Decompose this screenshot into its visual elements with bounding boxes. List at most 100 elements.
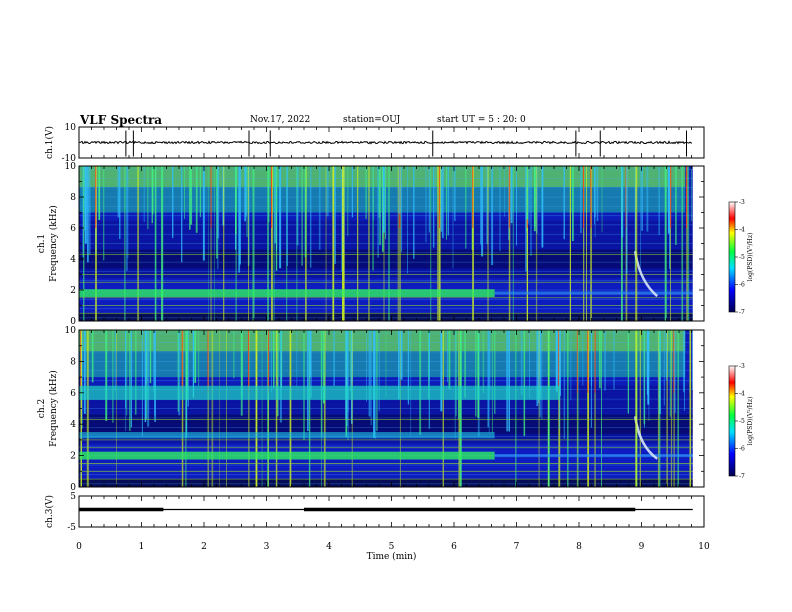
y-tick-label: 10 bbox=[65, 123, 77, 133]
ch1-spectrogram-sferic bbox=[525, 166, 527, 272]
ch1-spectrogram-noise-band bbox=[79, 220, 704, 225]
ch1-spectrogram-sferic bbox=[238, 166, 241, 273]
ch2-spectrogram-sferic bbox=[323, 330, 325, 404]
ch1-spectrogram-sferic bbox=[401, 166, 403, 252]
ch1-spectrogram-noise-band bbox=[79, 301, 704, 306]
ch1-spectrogram-sferic bbox=[452, 166, 454, 269]
ch2-spectrogram-sferic bbox=[506, 330, 508, 432]
ch1-spectrogram-sferic bbox=[304, 166, 307, 258]
ch2-spectrogram-sferic bbox=[604, 330, 606, 391]
ch1-spectrogram-sferic bbox=[274, 166, 277, 244]
ch1-spectrogram-colorbar-tick-label: -3 bbox=[739, 199, 745, 206]
ch2-spectrogram-sferic bbox=[307, 330, 309, 431]
x-tick-label: 3 bbox=[264, 542, 270, 552]
ch1-spectrogram-sferic bbox=[440, 166, 442, 232]
y-tick-label: 4 bbox=[70, 255, 76, 265]
ch2-spectrogram-sferic bbox=[147, 330, 150, 427]
ch2-spectrogram-sferic bbox=[178, 330, 181, 416]
ch1-spectrogram-blank bbox=[692, 166, 704, 321]
ch2-spectrogram-colorbar-tick-label: -7 bbox=[739, 473, 745, 480]
ch1-spectrogram-sferic bbox=[347, 166, 349, 236]
ch1-spectrogram-noise-band bbox=[79, 297, 704, 302]
ch1-spectrogram-sferic bbox=[84, 166, 87, 244]
ch2-spectrogram-sferic bbox=[508, 330, 510, 432]
ch2-spectrogram-sferic bbox=[310, 330, 312, 398]
ch1-spectrogram-sferic bbox=[572, 166, 574, 242]
ch1-spectrogram-sferic bbox=[87, 166, 89, 263]
ch1-spectrogram-colorbar-tick-label: -6 bbox=[739, 282, 745, 289]
y-tick-label: 6 bbox=[70, 224, 76, 234]
ch1-spectrogram-sferic bbox=[279, 166, 282, 269]
ch1-spectrogram-sferic bbox=[244, 166, 246, 222]
ch1-spectrogram-sferic bbox=[480, 166, 482, 245]
ch2-spectrogram-sferic bbox=[375, 330, 377, 439]
ch1-spectrogram-sferic bbox=[504, 166, 506, 217]
ch2-spectrogram-sferic bbox=[643, 330, 646, 425]
x-tick-label: 10 bbox=[698, 542, 710, 552]
ch2-spectrogram-sferic bbox=[539, 330, 541, 417]
station-label: station=OUJ bbox=[343, 115, 401, 125]
ch1-spectrogram-noise-band bbox=[79, 239, 704, 244]
ch2-spectrogram-sferic bbox=[455, 330, 457, 417]
ch1-spectrogram-sferic bbox=[151, 166, 153, 224]
ch2-spectrogram-sferic bbox=[460, 330, 462, 398]
y-tick-label: 5 bbox=[70, 492, 76, 502]
ch2-spectrogram-sferic bbox=[520, 330, 523, 395]
ch1-spectrogram-sferic bbox=[82, 166, 84, 258]
ch2-spectrogram-sferic bbox=[309, 330, 312, 378]
ch1-spectrogram-sferic bbox=[641, 166, 643, 231]
ch2-spectrogram-sferic bbox=[598, 330, 601, 389]
ch1-spectrogram-sferic bbox=[413, 166, 415, 259]
ch1-spectrogram-sferic bbox=[530, 166, 532, 256]
ch1-spectrogram-sferic bbox=[202, 166, 205, 261]
ch1-spectrogram-sferic bbox=[454, 166, 456, 222]
ch2-spectrogram-sferic bbox=[135, 330, 137, 415]
ch2-spectrogram-colorbar bbox=[728, 365, 736, 477]
ch1-spectrogram-colorbar-label: log(PSD)(V²/Hz) bbox=[747, 233, 754, 282]
ch1-spectrogram-sferic bbox=[365, 166, 367, 219]
ch1-spectrogram-sferic bbox=[286, 166, 288, 267]
start-time-label: start UT = 5 : 20: 0 bbox=[437, 115, 526, 125]
ch1-spectrogram-sferic bbox=[195, 166, 198, 233]
ch1-spectrogram-sferic bbox=[510, 166, 513, 224]
ch1-spectrogram-noise-band bbox=[79, 243, 704, 248]
ch2-spectrogram-sferic bbox=[153, 330, 155, 392]
ch2-spectrogram-sferic bbox=[126, 330, 128, 416]
ch1-spectrogram-noise-band bbox=[79, 266, 704, 271]
ch1-spectrogram-sferic bbox=[385, 166, 386, 240]
ch2-spectrogram-sferic bbox=[665, 330, 667, 381]
ch1-spectrogram-ylabel-channel: ch.1 bbox=[37, 234, 47, 253]
ch1-spectrogram-sferic bbox=[98, 166, 101, 220]
ch1-spectrogram-chorus-sferic bbox=[635, 166, 638, 321]
ch1-spectrogram-sferic bbox=[239, 166, 241, 265]
ch1-spectrogram-colorbar bbox=[728, 201, 736, 313]
ch2-spectrogram-sferic bbox=[130, 330, 132, 428]
ch2-spectrogram-noise-band bbox=[79, 463, 704, 468]
ch1-spectrogram-sferic bbox=[536, 166, 538, 234]
ch2-spectrogram-sferic bbox=[349, 330, 351, 392]
ch1-spectrogram-sferic bbox=[658, 166, 660, 235]
ch2-spectrogram-sferic bbox=[105, 330, 108, 421]
ch2-spectrogram-sferic bbox=[669, 330, 671, 417]
ch2-spectrogram-sferic bbox=[627, 330, 629, 414]
x-tick-label: 0 bbox=[76, 542, 82, 552]
ch1-spectrogram-noise-band bbox=[79, 270, 704, 275]
ch1-spectrogram-sferic bbox=[199, 166, 201, 217]
ch1-ylabel: ch.1(V) bbox=[44, 126, 55, 159]
ch1-spectrogram-sferic bbox=[147, 166, 149, 230]
ch1-spectrogram-sferic bbox=[526, 166, 529, 220]
ch2-spectrogram-ylabel-channel: ch.2 bbox=[37, 399, 47, 418]
ch2-spectrogram-sferic bbox=[296, 330, 298, 388]
ch1-spectrogram-sferic bbox=[377, 166, 379, 258]
ch2-spectrogram-noise-band bbox=[79, 459, 704, 464]
ch2-spectrogram-sferic bbox=[538, 330, 540, 403]
y-tick-label: 2 bbox=[70, 286, 76, 296]
ch2-spectrogram-sferic bbox=[270, 330, 272, 393]
ch1-spectrogram-noise-band bbox=[79, 282, 704, 287]
y-tick-label: 10 bbox=[65, 326, 77, 336]
ch2-spectrogram-sferic bbox=[487, 330, 489, 428]
ch2-spectrogram-sferic bbox=[458, 330, 460, 420]
ch1-spectrogram-sferic bbox=[691, 166, 693, 222]
ch2-spectrogram-sferic bbox=[154, 330, 156, 422]
ch2-spectrogram-sferic bbox=[185, 330, 188, 400]
